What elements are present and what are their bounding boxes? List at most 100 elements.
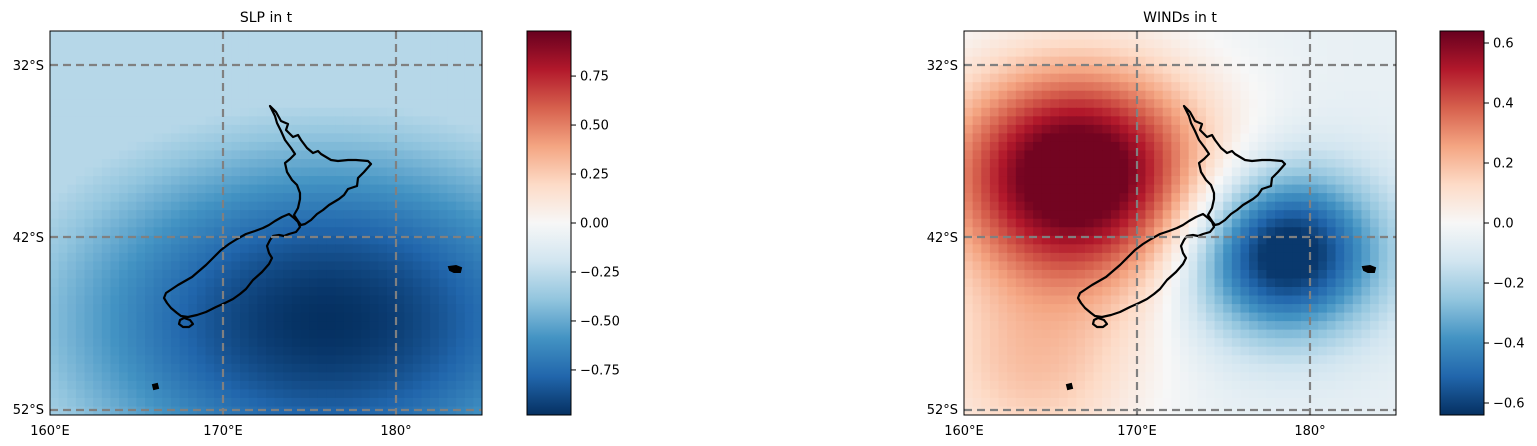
heatmap-cell: [1145, 321, 1155, 331]
heatmap-cell: [1205, 210, 1216, 220]
heatmap-cell: [1326, 312, 1337, 322]
heatmap-cell: [981, 167, 991, 177]
heatmap-cell: [222, 201, 233, 211]
heatmap-cell: [1076, 184, 1086, 194]
heatmap-cell: [84, 201, 94, 211]
heatmap-cell: [1188, 287, 1198, 297]
heatmap-cell: [248, 210, 258, 220]
heatmap-cell: [1266, 397, 1276, 408]
heatmap-cell: [438, 31, 449, 41]
heatmap-cell: [1007, 235, 1017, 245]
heatmap-cell: [58, 295, 68, 305]
heatmap-cell: [317, 39, 328, 49]
heatmap-cell: [1205, 278, 1216, 288]
heatmap-cell: [58, 159, 68, 169]
heatmap-cell: [119, 355, 129, 365]
heatmap-cell: [981, 90, 991, 100]
heatmap-cell: [101, 116, 112, 126]
heatmap-cell: [266, 227, 276, 237]
heatmap-cell: [214, 184, 224, 194]
heatmap-cell: [1318, 321, 1328, 331]
heatmap-cell: [1378, 31, 1388, 41]
heatmap-cell: [1223, 363, 1233, 373]
heatmap-cell: [447, 338, 457, 348]
heatmap-cell: [464, 269, 474, 280]
heatmap-cell: [438, 363, 449, 373]
heatmap-cell: [266, 90, 276, 100]
heatmap-cell: [291, 363, 302, 373]
heatmap-cell: [1249, 176, 1259, 186]
heatmap-cell: [1076, 346, 1086, 356]
heatmap-cell: [84, 193, 94, 203]
heatmap-cell: [412, 397, 423, 408]
heatmap-cell: [998, 380, 1008, 390]
heatmap-cell: [430, 176, 440, 186]
heatmap-cell: [75, 338, 86, 348]
heatmap-cell: [119, 338, 129, 348]
heatmap-cell: [1154, 287, 1164, 297]
heatmap-cell: [50, 56, 60, 66]
heatmap-cell: [447, 99, 457, 109]
heatmap-cell: [1007, 346, 1017, 356]
heatmap-cell: [153, 133, 163, 143]
heatmap-cell: [205, 176, 215, 186]
heatmap-cell: [1318, 295, 1328, 305]
heatmap-cell: [240, 218, 250, 228]
heatmap-cell: [1352, 372, 1363, 382]
heatmap-cell: [162, 124, 172, 134]
heatmap-cell: [395, 184, 405, 194]
heatmap-cell: [998, 363, 1008, 373]
heatmap-cell: [361, 380, 371, 390]
heatmap-cell: [386, 90, 397, 100]
heatmap-cell: [205, 99, 215, 109]
heatmap-cell: [1067, 338, 1077, 348]
heatmap-cell: [1033, 141, 1043, 152]
heatmap-cell: [1318, 90, 1328, 100]
heatmap-cell: [75, 184, 86, 194]
heatmap-cell: [981, 107, 991, 117]
heatmap-cell: [205, 261, 215, 271]
heatmap-cell: [119, 133, 129, 143]
heatmap-cell: [404, 261, 414, 271]
heatmap-cell: [1180, 124, 1190, 134]
heatmap-cell: [1205, 150, 1216, 160]
heatmap-cell: [1266, 363, 1276, 373]
heatmap-cell: [1102, 124, 1112, 134]
heatmap-cell: [170, 329, 181, 339]
heatmap-cell: [50, 65, 60, 75]
heatmap-cell: [972, 48, 982, 58]
heatmap-cell: [67, 201, 77, 211]
heatmap-cell: [58, 269, 68, 280]
heatmap-cell: [1188, 389, 1198, 399]
heatmap-cell: [1084, 133, 1095, 143]
heatmap-cell: [430, 278, 440, 288]
heatmap-cell: [300, 252, 310, 262]
heatmap-cell: [1180, 389, 1190, 399]
heatmap-cell: [1059, 56, 1069, 66]
heatmap-cell: [1145, 355, 1155, 365]
heatmap-cell: [412, 278, 423, 288]
heatmap-cell: [361, 107, 371, 117]
heatmap-cell: [1128, 193, 1138, 203]
heatmap-cell: [1059, 31, 1069, 41]
heatmap-cell: [1292, 261, 1302, 271]
heatmap-cell: [1007, 397, 1017, 408]
heatmap-cell: [101, 141, 112, 152]
heatmap-cell: [1084, 295, 1095, 305]
heatmap-cell: [231, 193, 241, 203]
heatmap-cell: [1335, 167, 1345, 177]
heatmap-cell: [1223, 65, 1233, 75]
heatmap-cell: [998, 193, 1008, 203]
heatmap-cell: [300, 406, 310, 415]
heatmap-cell: [266, 133, 276, 143]
heatmap-cell: [361, 201, 371, 211]
heatmap-cell: [1154, 150, 1164, 160]
heatmap-cell: [1084, 39, 1095, 49]
heatmap-cell: [1231, 176, 1242, 186]
heatmap-cell: [1231, 116, 1242, 126]
heatmap-cell: [989, 218, 1000, 228]
heatmap-cell: [1352, 312, 1363, 322]
heatmap-cell: [1033, 210, 1043, 220]
heatmap-cell: [1292, 159, 1302, 169]
heatmap-cell: [1352, 39, 1363, 49]
